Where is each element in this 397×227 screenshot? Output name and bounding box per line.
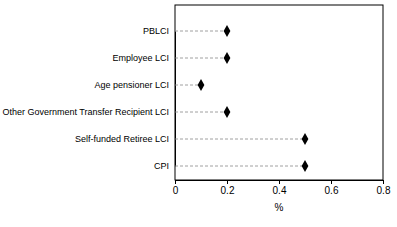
y-tick: Self-funded Retiree LCI bbox=[75, 134, 175, 144]
y-tick: Other Government Transfer Recipient LCI bbox=[2, 107, 175, 117]
leader-line bbox=[175, 85, 201, 86]
y-tick-label: Age pensioner LCI bbox=[94, 80, 169, 90]
x-tick-mark bbox=[331, 180, 332, 184]
x-tick-label: 0.4 bbox=[273, 185, 287, 196]
x-tick-label: 0.8 bbox=[377, 185, 391, 196]
x-tick-label: 0 bbox=[173, 185, 179, 196]
leader-line bbox=[175, 112, 227, 113]
x-tick: 0.2 bbox=[221, 180, 235, 196]
x-tick-mark bbox=[383, 180, 384, 184]
leader-line bbox=[175, 58, 227, 59]
x-tick: 0.6 bbox=[325, 180, 339, 196]
dot-marker bbox=[198, 79, 205, 91]
dot-marker bbox=[224, 52, 231, 64]
x-tick-mark bbox=[279, 180, 280, 184]
y-tick-label: Employee LCI bbox=[112, 53, 169, 63]
x-axis: 0 0.2 0.4 0.6 0.8 bbox=[173, 180, 391, 196]
y-axis-line bbox=[175, 32, 176, 167]
x-axis-title: % bbox=[275, 202, 284, 213]
marks bbox=[175, 25, 308, 172]
leader-line bbox=[175, 166, 305, 167]
y-tick: Age pensioner LCI bbox=[94, 80, 175, 90]
x-tick-label: 0.6 bbox=[325, 185, 339, 196]
x-tick-mark bbox=[227, 180, 228, 184]
x-tick: 0.4 bbox=[273, 180, 287, 196]
y-tick: Employee LCI bbox=[112, 53, 175, 63]
x-tick-label: 0.2 bbox=[221, 185, 235, 196]
dot-marker bbox=[224, 25, 231, 37]
leader-line bbox=[175, 31, 227, 32]
y-tick: CPI bbox=[154, 161, 175, 171]
x-tick-mark bbox=[175, 180, 176, 184]
chart: 0 0.2 0.4 0.6 0.8 PBLCI Employee LCI Age pensio… bbox=[0, 0, 397, 227]
leader-line bbox=[175, 139, 305, 140]
dot-marker bbox=[302, 133, 309, 145]
y-tick: PBLCI bbox=[143, 26, 175, 36]
y-tick-label: PBLCI bbox=[143, 26, 169, 36]
dot-marker bbox=[302, 160, 309, 172]
y-tick-label: CPI bbox=[154, 161, 169, 171]
y-axis: PBLCI Employee LCI Age pensioner LCI Other … bbox=[2, 26, 175, 171]
x-tick: 0.8 bbox=[377, 180, 391, 196]
y-tick-label: Other Government Transfer Recipient LCI bbox=[2, 107, 169, 117]
x-tick: 0 bbox=[173, 180, 179, 196]
plot-frame bbox=[175, 5, 383, 180]
y-tick-label: Self-funded Retiree LCI bbox=[75, 134, 169, 144]
dot-marker bbox=[224, 106, 231, 118]
